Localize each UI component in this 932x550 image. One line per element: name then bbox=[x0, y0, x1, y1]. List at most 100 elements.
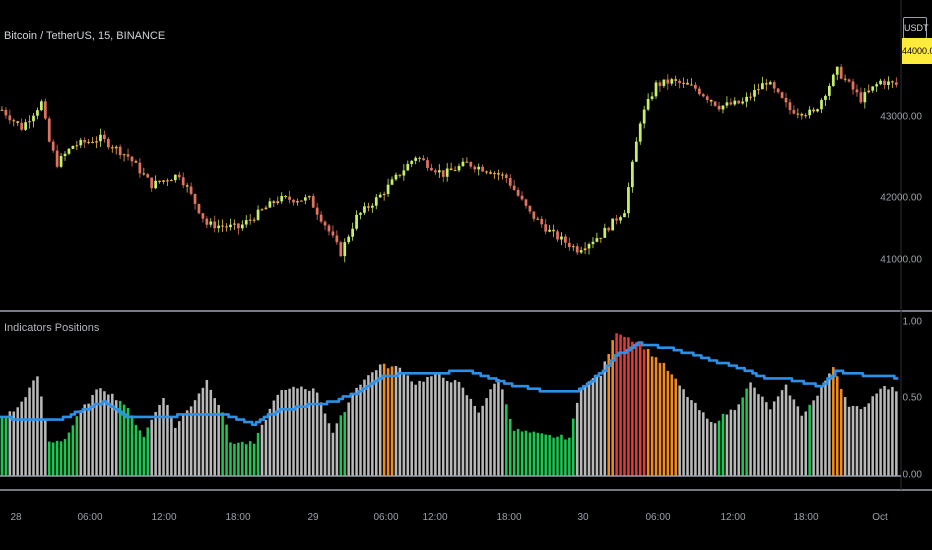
histogram-bar bbox=[4, 416, 8, 476]
candle-body bbox=[611, 218, 615, 231]
histogram-bar bbox=[824, 380, 827, 476]
candle-body bbox=[75, 145, 79, 147]
histogram-bar bbox=[757, 394, 760, 476]
histogram-bar bbox=[304, 389, 307, 476]
candle-body bbox=[552, 229, 555, 232]
histogram-bar bbox=[449, 382, 453, 476]
histogram-bar bbox=[556, 436, 559, 476]
candle-body bbox=[307, 196, 311, 198]
histogram-bar bbox=[627, 337, 630, 476]
histogram-bar bbox=[237, 442, 240, 476]
histogram-bar bbox=[568, 437, 571, 476]
histogram-bar bbox=[686, 397, 689, 476]
histogram-bar bbox=[453, 380, 457, 476]
histogram-bar bbox=[126, 408, 130, 476]
candle-body bbox=[323, 221, 327, 226]
histogram-bar bbox=[528, 432, 532, 476]
candle-body bbox=[276, 201, 280, 203]
histogram-bar bbox=[828, 373, 831, 476]
histogram-bar bbox=[548, 434, 551, 476]
time-tick: 18:00 bbox=[793, 512, 819, 523]
candle-body bbox=[859, 92, 863, 103]
histogram-bar bbox=[812, 400, 815, 476]
candle-body bbox=[493, 173, 496, 175]
histogram-bar bbox=[721, 413, 725, 476]
candle-body bbox=[583, 248, 587, 251]
candle-body bbox=[24, 122, 27, 130]
histogram-bar bbox=[276, 394, 280, 476]
histogram-bar bbox=[382, 363, 386, 476]
histogram-bar bbox=[83, 404, 86, 476]
candle-body bbox=[303, 197, 307, 201]
time-tick: 12:00 bbox=[720, 512, 746, 523]
histogram-bar bbox=[280, 390, 283, 476]
candle-body bbox=[575, 246, 579, 253]
histogram-bar bbox=[150, 419, 153, 476]
histogram-bar bbox=[205, 379, 209, 476]
histogram-bar bbox=[564, 439, 567, 476]
histogram-bar bbox=[390, 366, 394, 476]
candle-body bbox=[764, 83, 768, 85]
histogram-bar bbox=[434, 372, 437, 476]
histogram-bar bbox=[67, 432, 71, 476]
candle-body bbox=[248, 219, 252, 221]
candle-body bbox=[709, 99, 713, 102]
histogram-bar bbox=[832, 367, 835, 476]
candle-body bbox=[894, 82, 898, 85]
histogram-bar bbox=[536, 432, 540, 476]
candle-body bbox=[138, 162, 142, 174]
candle-body bbox=[796, 113, 800, 115]
histogram-bar bbox=[355, 387, 358, 476]
histogram-bar bbox=[272, 400, 276, 476]
candle-body bbox=[662, 79, 666, 86]
histogram-bar bbox=[146, 427, 150, 476]
candle-body bbox=[674, 79, 678, 81]
histogram-bar bbox=[59, 441, 63, 476]
histogram-bar bbox=[178, 421, 181, 476]
histogram-bar bbox=[658, 362, 662, 476]
histogram-bar bbox=[516, 428, 520, 476]
candle-body bbox=[47, 118, 51, 142]
candle-body bbox=[441, 170, 445, 177]
histogram-bar bbox=[808, 404, 811, 476]
histogram-bar bbox=[103, 391, 106, 476]
candle-body bbox=[398, 174, 402, 176]
candle-body bbox=[367, 206, 370, 208]
candle-body bbox=[386, 184, 390, 195]
histogram-bar bbox=[402, 374, 406, 476]
candle-body bbox=[721, 105, 725, 110]
chart-symbol-title: Bitcoin / TetherUS, 15, BINANCE bbox=[4, 30, 166, 42]
candle-body bbox=[658, 82, 662, 86]
candle-body bbox=[327, 225, 331, 232]
histogram-bar bbox=[493, 383, 496, 476]
candle-body bbox=[244, 220, 248, 225]
price-pane[interactable] bbox=[0, 64, 898, 263]
candle-body bbox=[843, 78, 847, 80]
candle-body bbox=[887, 81, 890, 85]
candle-body bbox=[221, 225, 224, 227]
candle-body bbox=[717, 105, 721, 110]
candle-body bbox=[855, 89, 859, 93]
candle-body bbox=[741, 101, 745, 104]
candle-body bbox=[0, 109, 4, 111]
candle-body bbox=[252, 219, 256, 221]
histogram-bar bbox=[111, 393, 114, 476]
histogram-bar bbox=[288, 388, 291, 476]
candle-body bbox=[489, 172, 492, 174]
candle-body bbox=[300, 200, 303, 202]
candle-body bbox=[256, 209, 260, 220]
candle-body bbox=[331, 231, 335, 236]
candle-body bbox=[863, 92, 867, 103]
currency-badge[interactable]: USDT bbox=[903, 17, 929, 39]
histogram-bar bbox=[339, 415, 343, 476]
histogram-bar bbox=[678, 385, 681, 476]
histogram-bar bbox=[666, 370, 670, 476]
indicator-pane[interactable] bbox=[0, 333, 899, 476]
candle-body bbox=[402, 170, 406, 176]
histogram-bar bbox=[729, 409, 733, 476]
candle-body bbox=[390, 179, 394, 185]
histogram-bar bbox=[579, 388, 583, 476]
time-tick: 12:00 bbox=[422, 512, 448, 523]
candle-body bbox=[103, 134, 106, 140]
